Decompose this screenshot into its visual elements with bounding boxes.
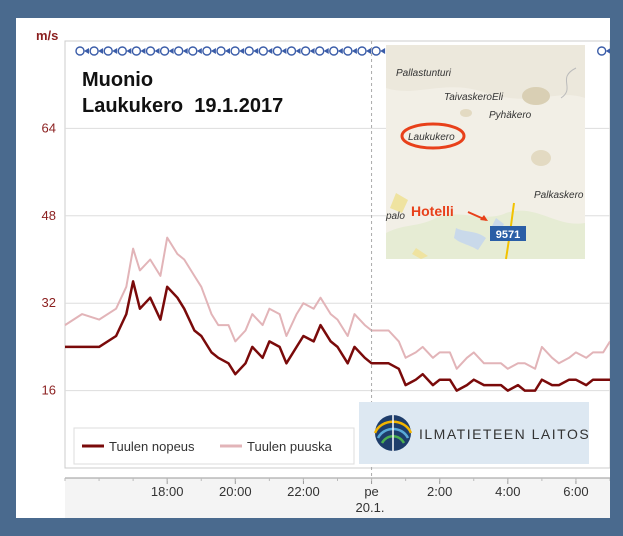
wind-arrow-icon (343, 46, 357, 56)
wind-arrow-icon (315, 46, 329, 56)
wind-arrow-icon (258, 46, 273, 56)
wind-arrow-icon (329, 46, 343, 56)
wind-arrow-icon (188, 46, 202, 56)
chart-frame: 16 32 48 64 m/s 18:00 20:00 22:00 pe 2:00 4:00 6:… (16, 18, 611, 518)
wind-arrow-icon (371, 46, 386, 56)
wind-arrow-icon (173, 46, 188, 56)
wind-arrow-icon (159, 46, 174, 56)
legend-label-nopeus: Tuulen nopeus (109, 439, 195, 454)
y-tick-32: 32 (42, 295, 56, 310)
hotel-arrowhead (480, 215, 488, 221)
ilmatieteen-laitos-logo: ILMATIETEEN LAITOS (359, 402, 590, 464)
map-label-laukukero: Laukukero (408, 132, 455, 143)
x-tick-labels: 18:00 20:00 22:00 pe 2:00 4:00 6:00 (64, 478, 611, 499)
hotel-label: Hotelli (411, 203, 454, 219)
x-tick-22: 22:00 (287, 484, 320, 499)
series-line-nopeus (65, 280, 610, 392)
series-line-puuska (64, 236, 611, 370)
laukukero-highlight (400, 122, 466, 150)
series-lines (64, 236, 611, 392)
wind-arrow-icon (216, 46, 230, 56)
map-label-taivaskero: TaivaskeroEli (444, 92, 504, 103)
map-label-palkaskero: Palkaskero (534, 190, 584, 201)
x-date-label: 20.1. (356, 500, 385, 515)
x-tick-30: 6:00 (563, 484, 588, 499)
y-tick-labels: 16 32 48 64 (42, 120, 56, 397)
wind-arrow-icon (103, 46, 118, 56)
wind-arrow-icon (145, 46, 160, 56)
legend-label-puuska: Tuulen puuska (247, 439, 333, 454)
wind-arrow-icon (117, 46, 132, 56)
chart-subtitle: Laukukero 19.1.2017 (82, 95, 283, 117)
wind-arrow-icon (357, 46, 371, 56)
map-label-pyhakero: Pyhäkero (489, 110, 532, 121)
wind-chart: 16 32 48 64 m/s 18:00 20:00 22:00 pe 2:00 4:00 6:… (36, 28, 611, 518)
wind-arrow-icon (272, 46, 287, 56)
wind-arrow-icon (230, 46, 245, 56)
y-tick-64: 64 (42, 120, 56, 135)
y-tick-48: 48 (42, 208, 56, 223)
wind-arrow-icon (244, 46, 259, 56)
wind-arrow-icon (75, 46, 89, 56)
wind-arrow-icon (597, 46, 611, 56)
wind-arrow-icon (300, 46, 315, 56)
map-inset: Pallastunturi TaivaskeroEli Pyhäkero Lau… (385, 45, 585, 260)
wind-arrow-icon (202, 46, 216, 56)
wind-direction-arrows (75, 46, 611, 56)
road-sign (490, 226, 526, 241)
x-tick-28: 4:00 (495, 484, 520, 499)
map-label-palo: palo (385, 211, 405, 222)
x-tick-20: 20:00 (219, 484, 252, 499)
wind-arrow-icon (89, 46, 104, 56)
wind-arrow-icon (286, 46, 301, 56)
x-axis-band (65, 478, 610, 518)
legend: Tuulen nopeus Tuulen puuska (73, 427, 355, 465)
map-label-pallastunturi: Pallastunturi (396, 68, 452, 79)
wind-arrow-icon (131, 46, 146, 56)
x-tick-26: 2:00 (427, 484, 452, 499)
y-axis-label: m/s (36, 28, 58, 43)
y-tick-16: 16 (42, 383, 56, 398)
chart-title: Muonio (82, 69, 153, 91)
logo-text: ILMATIETEEN LAITOS (419, 426, 590, 442)
x-tick-24: pe (364, 484, 378, 499)
grid-lines (65, 127, 610, 392)
x-tick-18: 18:00 (151, 484, 184, 499)
road-number: 9571 (496, 229, 520, 241)
